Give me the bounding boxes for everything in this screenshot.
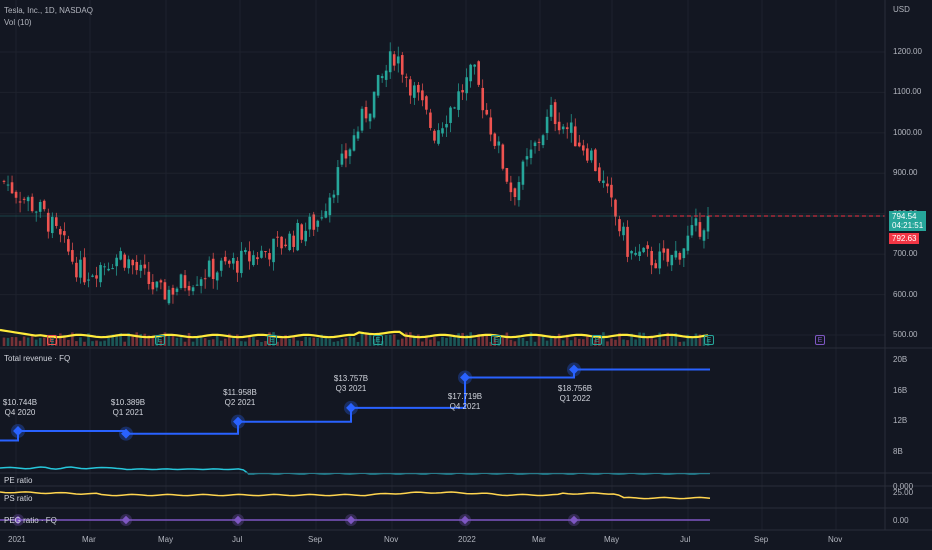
revenue-annotation: $11.958B Q2 2021 bbox=[223, 388, 257, 408]
revenue-annotation-value: $10.389B bbox=[110, 398, 146, 407]
revenue-annotation-value: $11.958B bbox=[223, 388, 257, 397]
price-axis-label: 700.00 bbox=[893, 249, 918, 259]
grid-lines bbox=[0, 0, 885, 530]
revenue-axis-label: 8B bbox=[893, 447, 903, 456]
revenue-point bbox=[11, 423, 25, 438]
earnings-marker[interactable]: E bbox=[155, 335, 165, 345]
price-candles bbox=[2, 42, 710, 306]
revenue-axis-label: 16B bbox=[893, 385, 908, 395]
revenue-annotation-value: $10.744B bbox=[2, 398, 38, 407]
earnings-marker[interactable]: E bbox=[491, 335, 501, 345]
time-axis-label[interactable]: Jul bbox=[680, 535, 691, 544]
revenue-annotation-value: $18.756B bbox=[557, 384, 593, 393]
revenue-annotation-period: Q1 2022 bbox=[559, 394, 591, 403]
revenue-pane-title[interactable]: Total revenue · FQ bbox=[4, 354, 71, 363]
revenue-annotation-period: Q4 2020 bbox=[4, 408, 36, 417]
revenue-annotation: $10.389B Q1 2021 bbox=[111, 398, 145, 418]
ps-axis-value: 25.00 bbox=[893, 488, 914, 497]
revenue-annotation: $17.719B Q4 2021 bbox=[448, 392, 482, 412]
price-axis-label: 500.00 bbox=[893, 330, 918, 339]
time-axis-label[interactable]: Sep bbox=[308, 535, 323, 544]
peg-points bbox=[12, 514, 580, 526]
peg-point bbox=[232, 514, 244, 526]
revenue-axis-label: 12B bbox=[893, 416, 908, 426]
ps-pane-title[interactable]: PS ratio bbox=[4, 494, 33, 503]
revenue-annotation-period: Q1 2021 bbox=[112, 408, 144, 417]
revenue-point bbox=[344, 400, 358, 415]
revenue-annotation-period: Q4 2021 bbox=[449, 402, 481, 411]
peg-point bbox=[12, 514, 24, 526]
last-price-tag: 794.54 04:21:51 bbox=[889, 211, 927, 231]
time-axis-label[interactable]: Sep bbox=[754, 535, 769, 544]
revenue-annotation-value: $13.757B bbox=[333, 374, 369, 383]
price-axis-label: 600.00 bbox=[893, 289, 918, 299]
time-axis-label[interactable]: Mar bbox=[82, 535, 96, 544]
earnings-marker[interactable]: E bbox=[373, 335, 383, 345]
time-axis-label[interactable]: 2022 bbox=[458, 535, 476, 544]
last-price-value: 794.54 bbox=[892, 212, 917, 221]
peg-pane-title[interactable]: PEG ratio · FQ bbox=[4, 516, 57, 525]
time-axis-label[interactable]: Jul bbox=[232, 535, 243, 544]
revenue-point bbox=[231, 414, 245, 429]
revenue-axis-label: 20B bbox=[893, 355, 908, 364]
earnings-marker[interactable]: E bbox=[47, 335, 57, 345]
time-axis-label[interactable]: Mar bbox=[532, 535, 546, 544]
revenue-point bbox=[458, 370, 472, 385]
peg-point bbox=[459, 514, 471, 526]
peg-point bbox=[120, 514, 132, 526]
revenue-annotation-period: Q2 2021 bbox=[224, 398, 256, 407]
peg-point bbox=[345, 514, 357, 526]
earnings-marker[interactable]: E bbox=[267, 335, 277, 345]
price-axis-label: 1100.00 bbox=[893, 87, 922, 97]
revenue-annotation-value: $17.719B bbox=[447, 392, 483, 401]
price-axis-label: 1200.00 bbox=[893, 47, 922, 56]
time-axis-label[interactable]: Nov bbox=[384, 535, 399, 544]
revenue-annotation-period: Q3 2021 bbox=[335, 384, 367, 393]
currency-label: USD bbox=[893, 5, 910, 14]
earnings-marker[interactable]: E bbox=[815, 335, 825, 345]
last-price-countdown: 04:21:51 bbox=[892, 221, 924, 230]
prev-close-tag: 792.63 bbox=[889, 233, 920, 244]
volume-ma-line bbox=[0, 328, 709, 339]
revenue-point bbox=[567, 362, 581, 377]
time-axis-label[interactable]: Nov bbox=[828, 535, 843, 544]
revenue-annotation: $18.756B Q1 2022 bbox=[558, 384, 592, 404]
revenue-annotation: $10.744B Q4 2020 bbox=[3, 398, 37, 418]
revenue-annotation: $13.757B Q3 2021 bbox=[334, 374, 368, 394]
symbol-title[interactable]: Tesla, Inc., 1D, NASDAQ bbox=[4, 6, 93, 15]
pe-pane-title[interactable]: PE ratio bbox=[4, 476, 33, 485]
earnings-marker[interactable]: E bbox=[592, 335, 602, 345]
peg-point bbox=[568, 514, 580, 526]
time-axis-label[interactable]: May bbox=[158, 535, 174, 544]
revenue-point bbox=[119, 426, 133, 441]
revenue-points bbox=[11, 362, 581, 441]
time-axis-label[interactable]: 2021 bbox=[8, 535, 26, 544]
price-axis-label: 900.00 bbox=[893, 168, 918, 178]
peg-axis-value: 0.00 bbox=[893, 516, 909, 525]
earnings-marker[interactable]: E bbox=[704, 335, 714, 345]
price-axis-label: 1000.00 bbox=[893, 127, 922, 137]
revenue-step-line bbox=[0, 368, 710, 442]
ps-ratio-line bbox=[0, 491, 711, 500]
time-axis-label[interactable]: May bbox=[604, 535, 620, 544]
volume-label[interactable]: Vol (10) bbox=[4, 18, 32, 27]
pane-separators bbox=[0, 0, 932, 531]
pe-axis-value: 0.000 bbox=[893, 482, 914, 491]
